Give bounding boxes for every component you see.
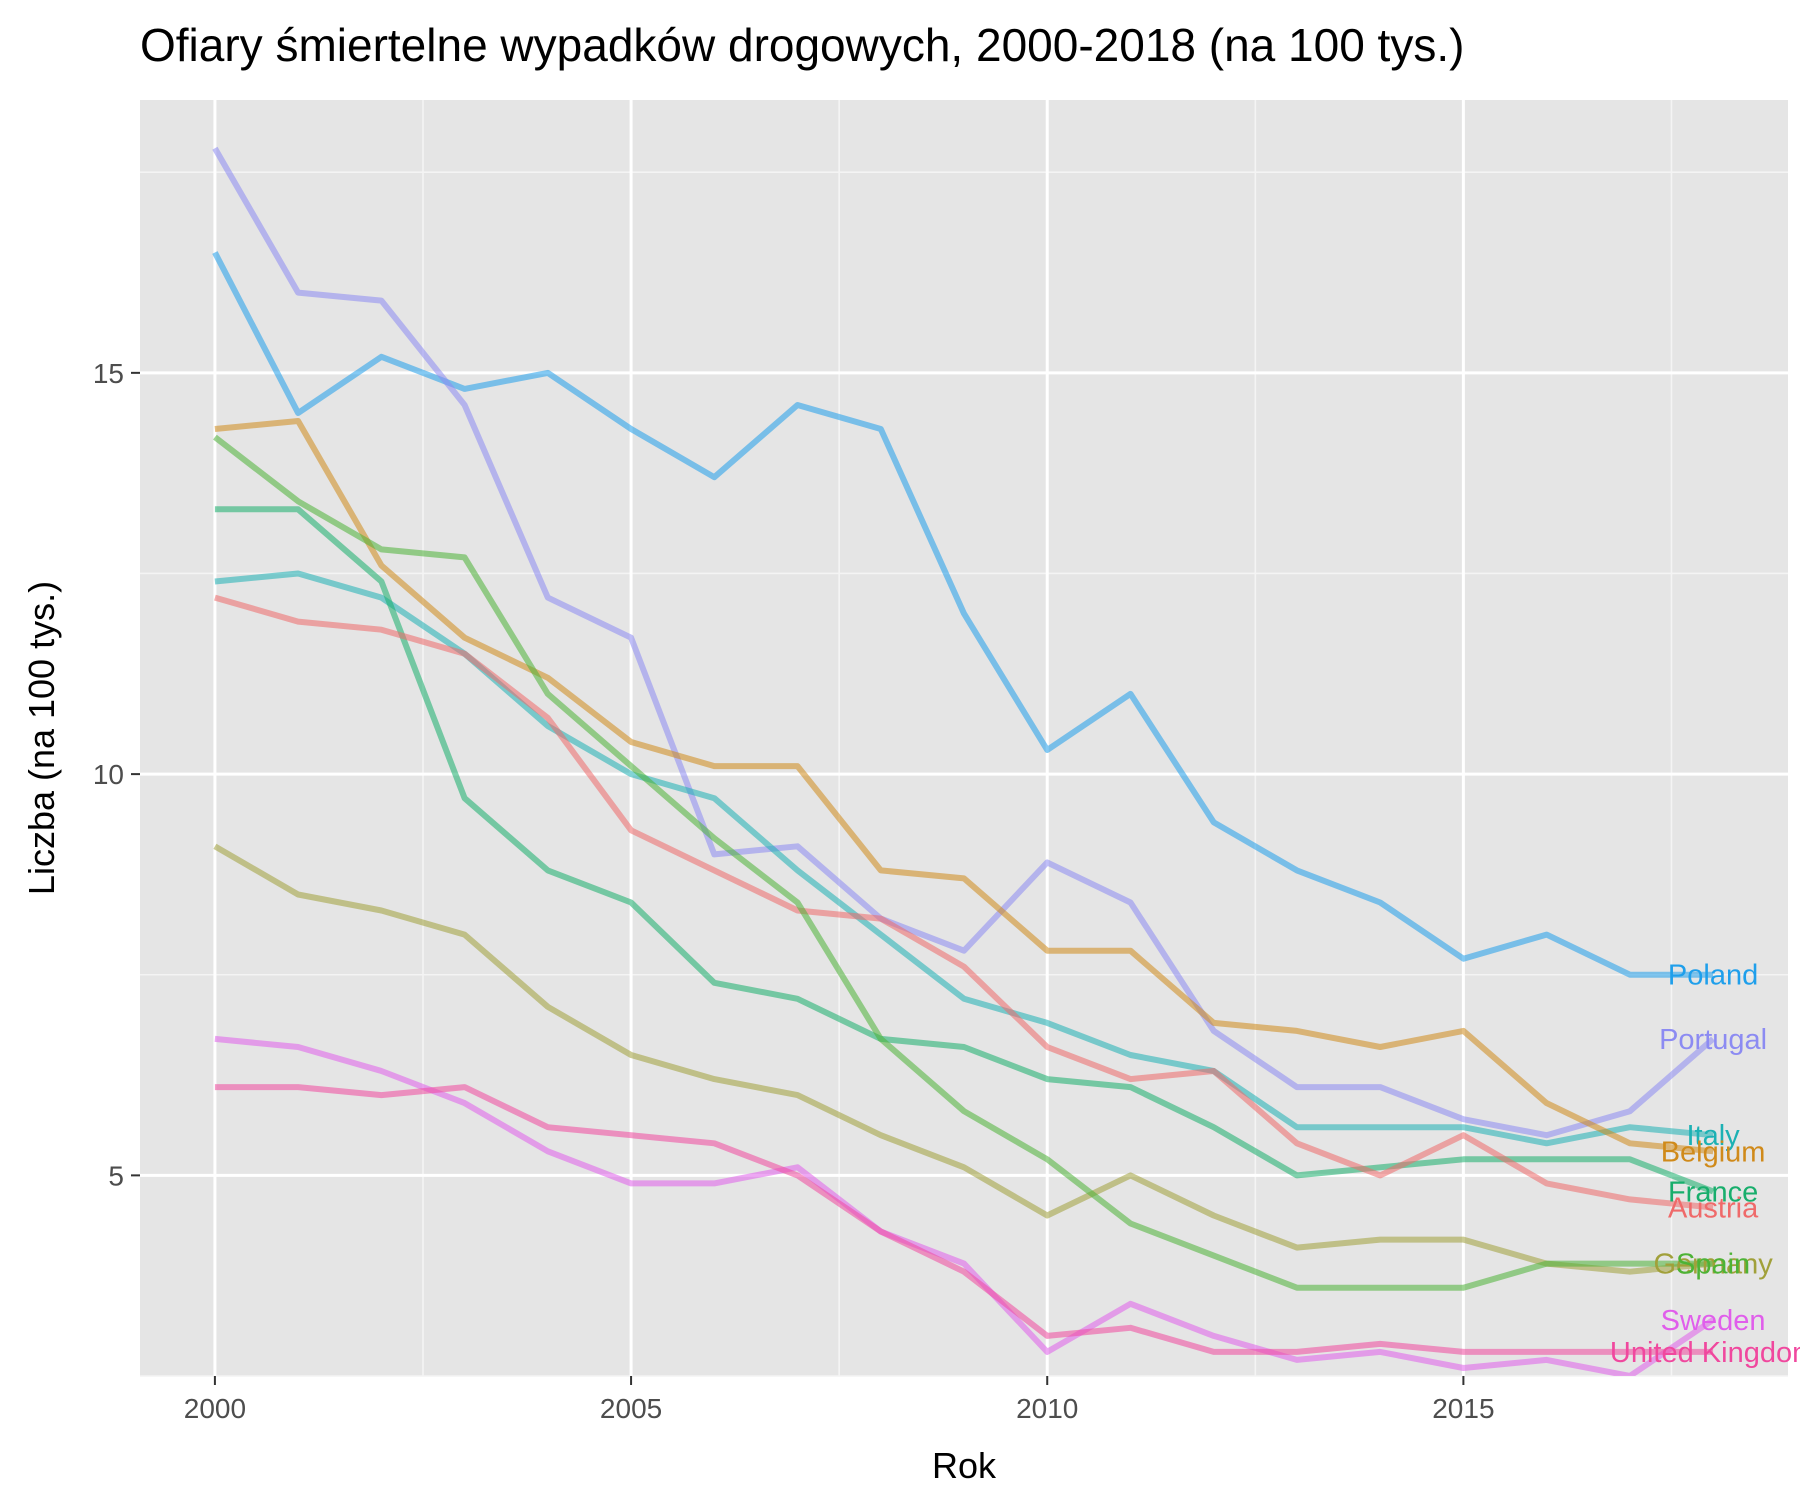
x-tick-label: 2015 [1432, 1393, 1494, 1424]
series-line-spain [213, 434, 1714, 1291]
y-axis: 5 10 15 [93, 358, 140, 1191]
series-label-sweden: Sweden [1661, 1305, 1766, 1337]
series-line-austria [214, 594, 1714, 1211]
y-tick-label: 10 [93, 759, 124, 790]
x-tick-label: 2000 [184, 1393, 246, 1424]
major-gridlines [140, 100, 1788, 1376]
y-axis-title: Liczba (na 100 tys.) [21, 581, 62, 895]
series-line-france [214, 506, 1715, 1195]
series-label-belgium: Belgium [1661, 1136, 1766, 1168]
series-label-spain: Spain [1676, 1249, 1750, 1281]
series-line-sweden [214, 1035, 1715, 1376]
plot-panel [140, 100, 1788, 1376]
series-label-austria: Austria [1668, 1192, 1759, 1224]
series-label-germany: Germany [1653, 1249, 1773, 1281]
series-label-portugal: Portugal [1659, 1024, 1767, 1056]
series-label-poland: Poland [1668, 960, 1758, 992]
series-label-italy: Italy [1686, 1120, 1740, 1152]
series-line-portugal [212, 146, 1716, 1139]
x-axis: 2000 2005 2010 2015 [184, 1376, 1495, 1424]
y-tick-label: 5 [108, 1160, 124, 1191]
series-line-united-kingdom [214, 1084, 1714, 1355]
series-line-poland [212, 251, 1714, 978]
series-line-germany [213, 843, 1714, 1275]
series-line-belgium [214, 418, 1714, 1155]
x-axis-title: Rok [932, 1445, 997, 1486]
x-tick-label: 2010 [1016, 1393, 1078, 1424]
x-tick-label: 2005 [600, 1393, 662, 1424]
chart-title: Ofiary śmiertelne wypadków drogowych, 20… [140, 19, 1465, 71]
series-label-united-kingdom: United Kingdom [1610, 1337, 1800, 1369]
minor-gridlines [140, 100, 1788, 1377]
y-tick-label: 15 [93, 358, 124, 389]
series-label-france: France [1668, 1176, 1758, 1208]
series-lines [212, 146, 1716, 1376]
